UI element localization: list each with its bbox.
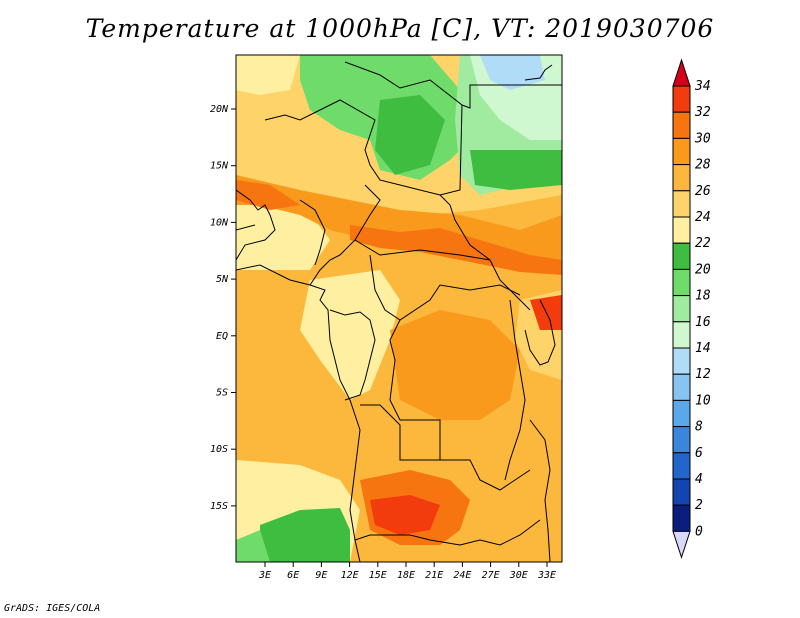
lat-tick-label: 10S: [210, 444, 228, 455]
map-title: Temperature at 1000hPa [C], VT: 20190307…: [85, 14, 715, 43]
colorbar-swatch: [672, 347, 691, 375]
colorbar-swatch: [672, 321, 691, 349]
lon-tick-label: 24E: [453, 570, 471, 581]
colorbar-swatch: [672, 399, 691, 428]
colorbar-label: 34: [694, 79, 711, 94]
colorbar-top-arrow: [672, 58, 691, 87]
colorbar-label: 26: [695, 184, 711, 199]
longitude-axis: 3E 6E 9E 12E 15E 18E 21E 24E 27E 30E 33E: [258, 562, 556, 581]
lat-tick-label: 15N: [210, 161, 229, 172]
lon-tick-label: 33E: [537, 570, 556, 581]
lon-tick-label: 30E: [509, 570, 528, 581]
boundaries: [236, 61, 562, 562]
lon-tick-label: 27E: [482, 570, 500, 581]
lat-tick-label: 5N: [216, 274, 229, 285]
lon-tick-label: 9E: [315, 570, 327, 581]
colorbar-label: 16: [695, 315, 711, 330]
grads-credit: GrADS: IGES/COLA: [4, 603, 101, 614]
colorbar-label: 0: [695, 524, 703, 539]
colorbar-swatch: [672, 295, 691, 323]
colorbar-label: 24: [695, 210, 711, 225]
colorbar-swatch: [672, 426, 691, 454]
lon-tick-label: 15E: [369, 570, 387, 581]
lat-tick-label: EQ: [216, 331, 228, 342]
lat-tick-label: 20N: [210, 104, 229, 115]
colorbar-swatch: [672, 504, 691, 532]
colorbar-label: 8: [695, 420, 703, 435]
colorbar-swatch: [672, 452, 691, 480]
colorbar-label: 10: [695, 393, 711, 408]
colorbar-label: 2: [695, 498, 703, 513]
lon-tick-label: 18E: [397, 570, 415, 581]
lon-tick-label: 21E: [425, 570, 443, 581]
lat-tick-label: 10N: [210, 217, 229, 228]
colorbar-label: 18: [695, 289, 711, 304]
colorbar-swatch: [672, 111, 691, 139]
colorbar-label: 4: [695, 472, 703, 487]
colorbar-bottom-arrow: [672, 530, 691, 560]
lat-tick-label: 5S: [216, 388, 228, 399]
colorbar-label: 28: [695, 158, 711, 173]
colorbar-swatch: [672, 137, 691, 166]
colorbar-swatch: [672, 164, 691, 192]
lon-tick-label: 6E: [287, 570, 299, 581]
colorbar-label: 22: [695, 236, 711, 251]
colorbar-swatch: [672, 268, 691, 297]
colorbar-swatch: [672, 190, 691, 218]
colorbar-label: 14: [695, 341, 711, 356]
lon-tick-label: 12E: [341, 570, 359, 581]
temperature-field: [236, 55, 562, 562]
colorbar-swatch: [672, 478, 691, 506]
colorbar-swatch: [672, 373, 691, 401]
colorbar-swatch: [672, 216, 691, 244]
colorbar-swatch: [672, 242, 691, 270]
colorbar-label: 30: [694, 131, 711, 146]
colorbar-label: 20: [695, 262, 711, 277]
map-frame: [235, 54, 563, 563]
colorbar-label: 6: [695, 446, 703, 461]
colorbar-label: 32: [694, 105, 711, 120]
latitude-axis: 20N 15N 10N 5N EQ 5S 10S 15S: [210, 104, 236, 512]
colorbar-label: 12: [695, 367, 711, 382]
lat-tick-label: 15S: [210, 501, 228, 512]
lon-tick-label: 3E: [258, 570, 271, 581]
colorbar-swatch: [672, 85, 691, 113]
